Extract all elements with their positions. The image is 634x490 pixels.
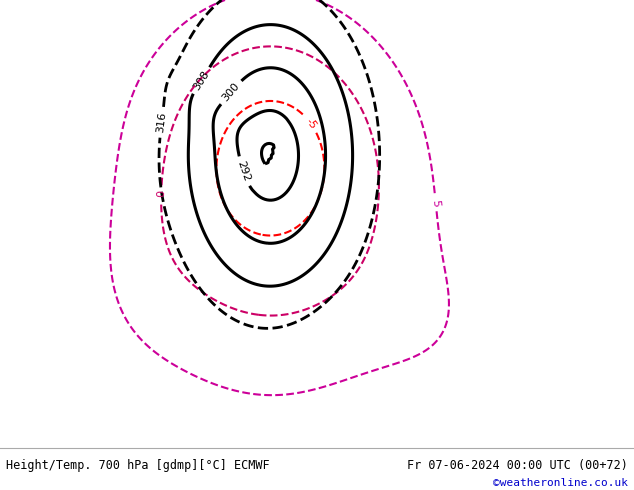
Text: 5: 5 [430, 199, 441, 207]
Text: ©weatheronline.co.uk: ©weatheronline.co.uk [493, 478, 628, 488]
Text: 308: 308 [191, 69, 211, 92]
Text: 300: 300 [221, 81, 242, 104]
Text: Height/Temp. 700 hPa [gdmp][°C] ECMWF: Height/Temp. 700 hPa [gdmp][°C] ECMWF [6, 459, 270, 472]
Text: Fr 07-06-2024 00:00 UTC (00+72): Fr 07-06-2024 00:00 UTC (00+72) [407, 459, 628, 472]
Text: 292: 292 [235, 160, 252, 183]
Text: 0: 0 [156, 190, 166, 197]
Text: -5: -5 [304, 117, 318, 131]
Text: 316: 316 [155, 111, 168, 133]
